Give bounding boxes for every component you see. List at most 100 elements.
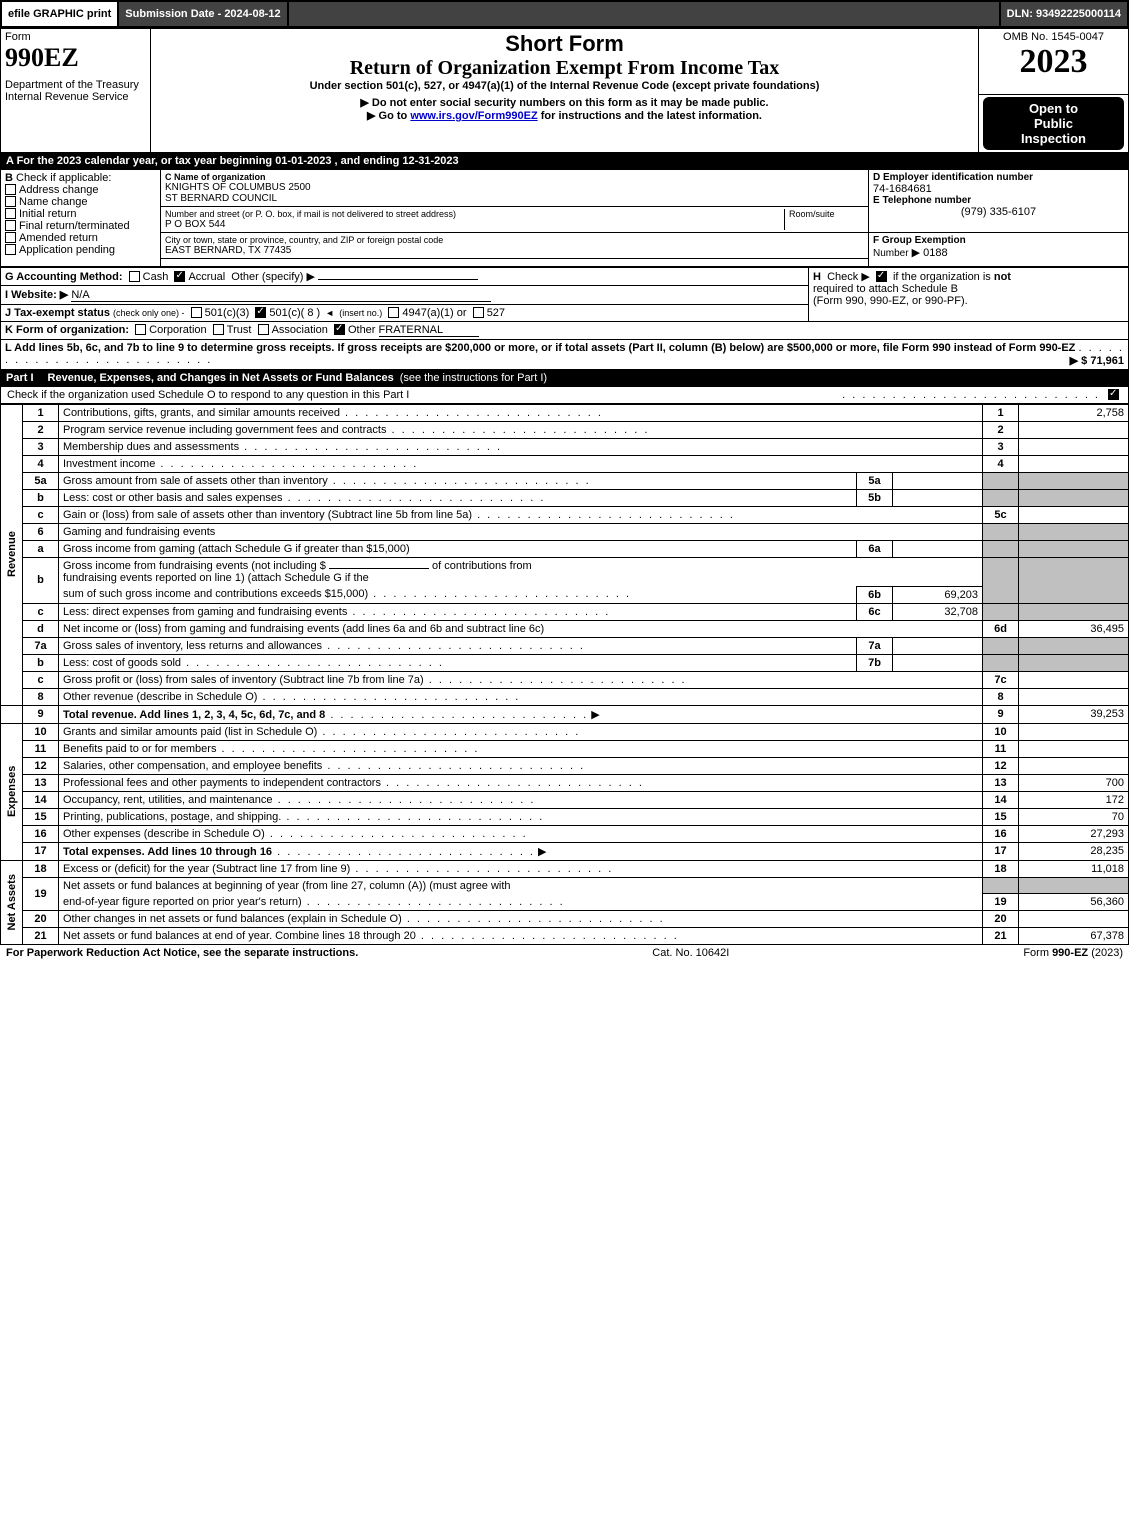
org-name-1: KNIGHTS OF COLUMBUS 2500 [165,182,864,193]
public: Public [985,116,1122,131]
ln6d-num: d [23,620,59,637]
ln19-num: 19 [23,877,59,911]
chk-501c[interactable] [255,307,266,318]
chk-application-pending[interactable] [5,244,16,255]
ln7a-sub: 7a [857,637,893,654]
ln2-col: 2 [983,421,1019,438]
ln2-val [1019,421,1129,438]
h-not: not [994,271,1011,283]
chk-527[interactable] [473,307,484,318]
ln6b-num: b [23,557,59,603]
ln19-desc1: Net assets or fund balances at beginning… [59,877,983,894]
ln19-col-g [983,877,1019,894]
chk-cash[interactable] [129,271,140,282]
ln5a-num: 5a [23,472,59,489]
org-name-2: ST BERNARD COUNCIL [165,193,864,204]
efile-label[interactable]: efile GRAPHIC print [2,2,119,26]
ln6c-num: c [23,603,59,620]
opt-accrual: Accrual [188,271,225,283]
ln6b-blank[interactable] [329,568,429,569]
inspection: Inspection [985,131,1122,146]
chk-accrual[interactable] [174,271,185,282]
ln6b-sub: 6b [857,586,893,603]
ln18-col: 18 [983,860,1019,877]
ln7c-desc: Gross profit or (loss) from sales of inv… [63,674,424,686]
ln6d-desc: Net income or (loss) from gaming and fun… [59,620,983,637]
ln21-desc: Net assets or fund balances at end of ye… [63,930,416,942]
h-label: H [813,271,821,283]
ln7b-sub: 7b [857,654,893,671]
d11 [216,743,479,755]
ln11-num: 11 [23,740,59,757]
ln6b-desc2: of contributions from [432,560,532,572]
d6c [347,606,610,618]
ln8-val [1019,688,1129,705]
chk-initial-return[interactable] [5,208,16,219]
ln1-val: 2,758 [1019,404,1129,421]
ln7a-val [1019,637,1129,654]
other-specify-input[interactable] [318,279,478,280]
ln9-val: 39,253 [1019,705,1129,723]
ln7a-desc: Gross sales of inventory, less returns a… [63,640,322,652]
ln7c-col: 7c [983,671,1019,688]
part1-label: Part I [6,372,34,384]
ln7c-val [1019,671,1129,688]
omb-number: OMB No. 1545-0047 [983,31,1124,43]
chk-schedule-b[interactable] [876,271,887,282]
ln6c-val [1019,603,1129,620]
chk-trust[interactable] [213,324,224,335]
lines-table: Revenue 1 Contributions, gifts, grants, … [0,404,1129,946]
ln9-num: 9 [23,705,59,723]
ln16-col: 16 [983,825,1019,842]
chk-corporation[interactable] [135,324,146,335]
irs-link[interactable]: www.irs.gov/Form990EZ [410,110,537,122]
j-tail: (check only one) - [113,308,185,318]
d16 [265,828,528,840]
ln19-desc2: end-of-year figure reported on prior yea… [63,896,302,908]
d5a [328,475,591,487]
ein-value: 74-1684681 [873,183,1124,195]
chk-amended-return[interactable] [5,232,16,243]
opt-amended-return: Amended return [19,232,98,244]
chk-association[interactable] [258,324,269,335]
ln4-col: 4 [983,455,1019,472]
dots-p1 [842,389,1100,401]
chk-schedule-o[interactable] [1108,389,1119,400]
header-table: Form 990EZ Department of the Treasury In… [0,28,1129,153]
ln19-col: 19 [983,894,1019,911]
ln16-num: 16 [23,825,59,842]
d12 [322,760,585,772]
opt-other-specify: Other (specify) ▶ [231,271,315,283]
d21 [416,930,679,942]
ln6c-col [983,603,1019,620]
chk-final-return[interactable] [5,220,16,231]
ln6a-sub: 6a [857,540,893,557]
ln5c-val [1019,506,1129,523]
ln7b-num: b [23,654,59,671]
box-b-letter: B [5,172,13,184]
ln19-val-g [1019,877,1129,894]
ln9-desc: Total revenue. Add lines 1, 2, 3, 4, 5c,… [63,709,325,721]
part1-check-text: Check if the organization used Schedule … [7,389,842,401]
ln1-num: 1 [23,404,59,421]
chk-name-change[interactable] [5,196,16,207]
ln6-num: 6 [23,523,59,540]
opt-final-return: Final return/terminated [19,220,130,232]
ln9-col: 9 [983,705,1019,723]
tel-value: (979) 335-6107 [873,206,1124,218]
submission-date: Submission Date - 2024-08-12 [119,2,288,26]
ln6a-num: a [23,540,59,557]
chk-4947[interactable] [388,307,399,318]
chk-other-org[interactable] [334,324,345,335]
d17 [272,846,535,858]
ln2-num: 2 [23,421,59,438]
ln6b-desc1: Gross income from fundraising events (no… [63,560,326,572]
grp-label2: Number [873,248,909,259]
ln6c-subval: 32,708 [893,603,983,620]
ln20-col: 20 [983,911,1019,928]
d13 [381,777,644,789]
chk-address-change[interactable] [5,184,16,195]
ln18-desc: Excess or (deficit) for the year (Subtra… [63,863,350,875]
chk-501c3[interactable] [191,307,202,318]
part1-header: Part I Revenue, Expenses, and Changes in… [0,370,1129,386]
